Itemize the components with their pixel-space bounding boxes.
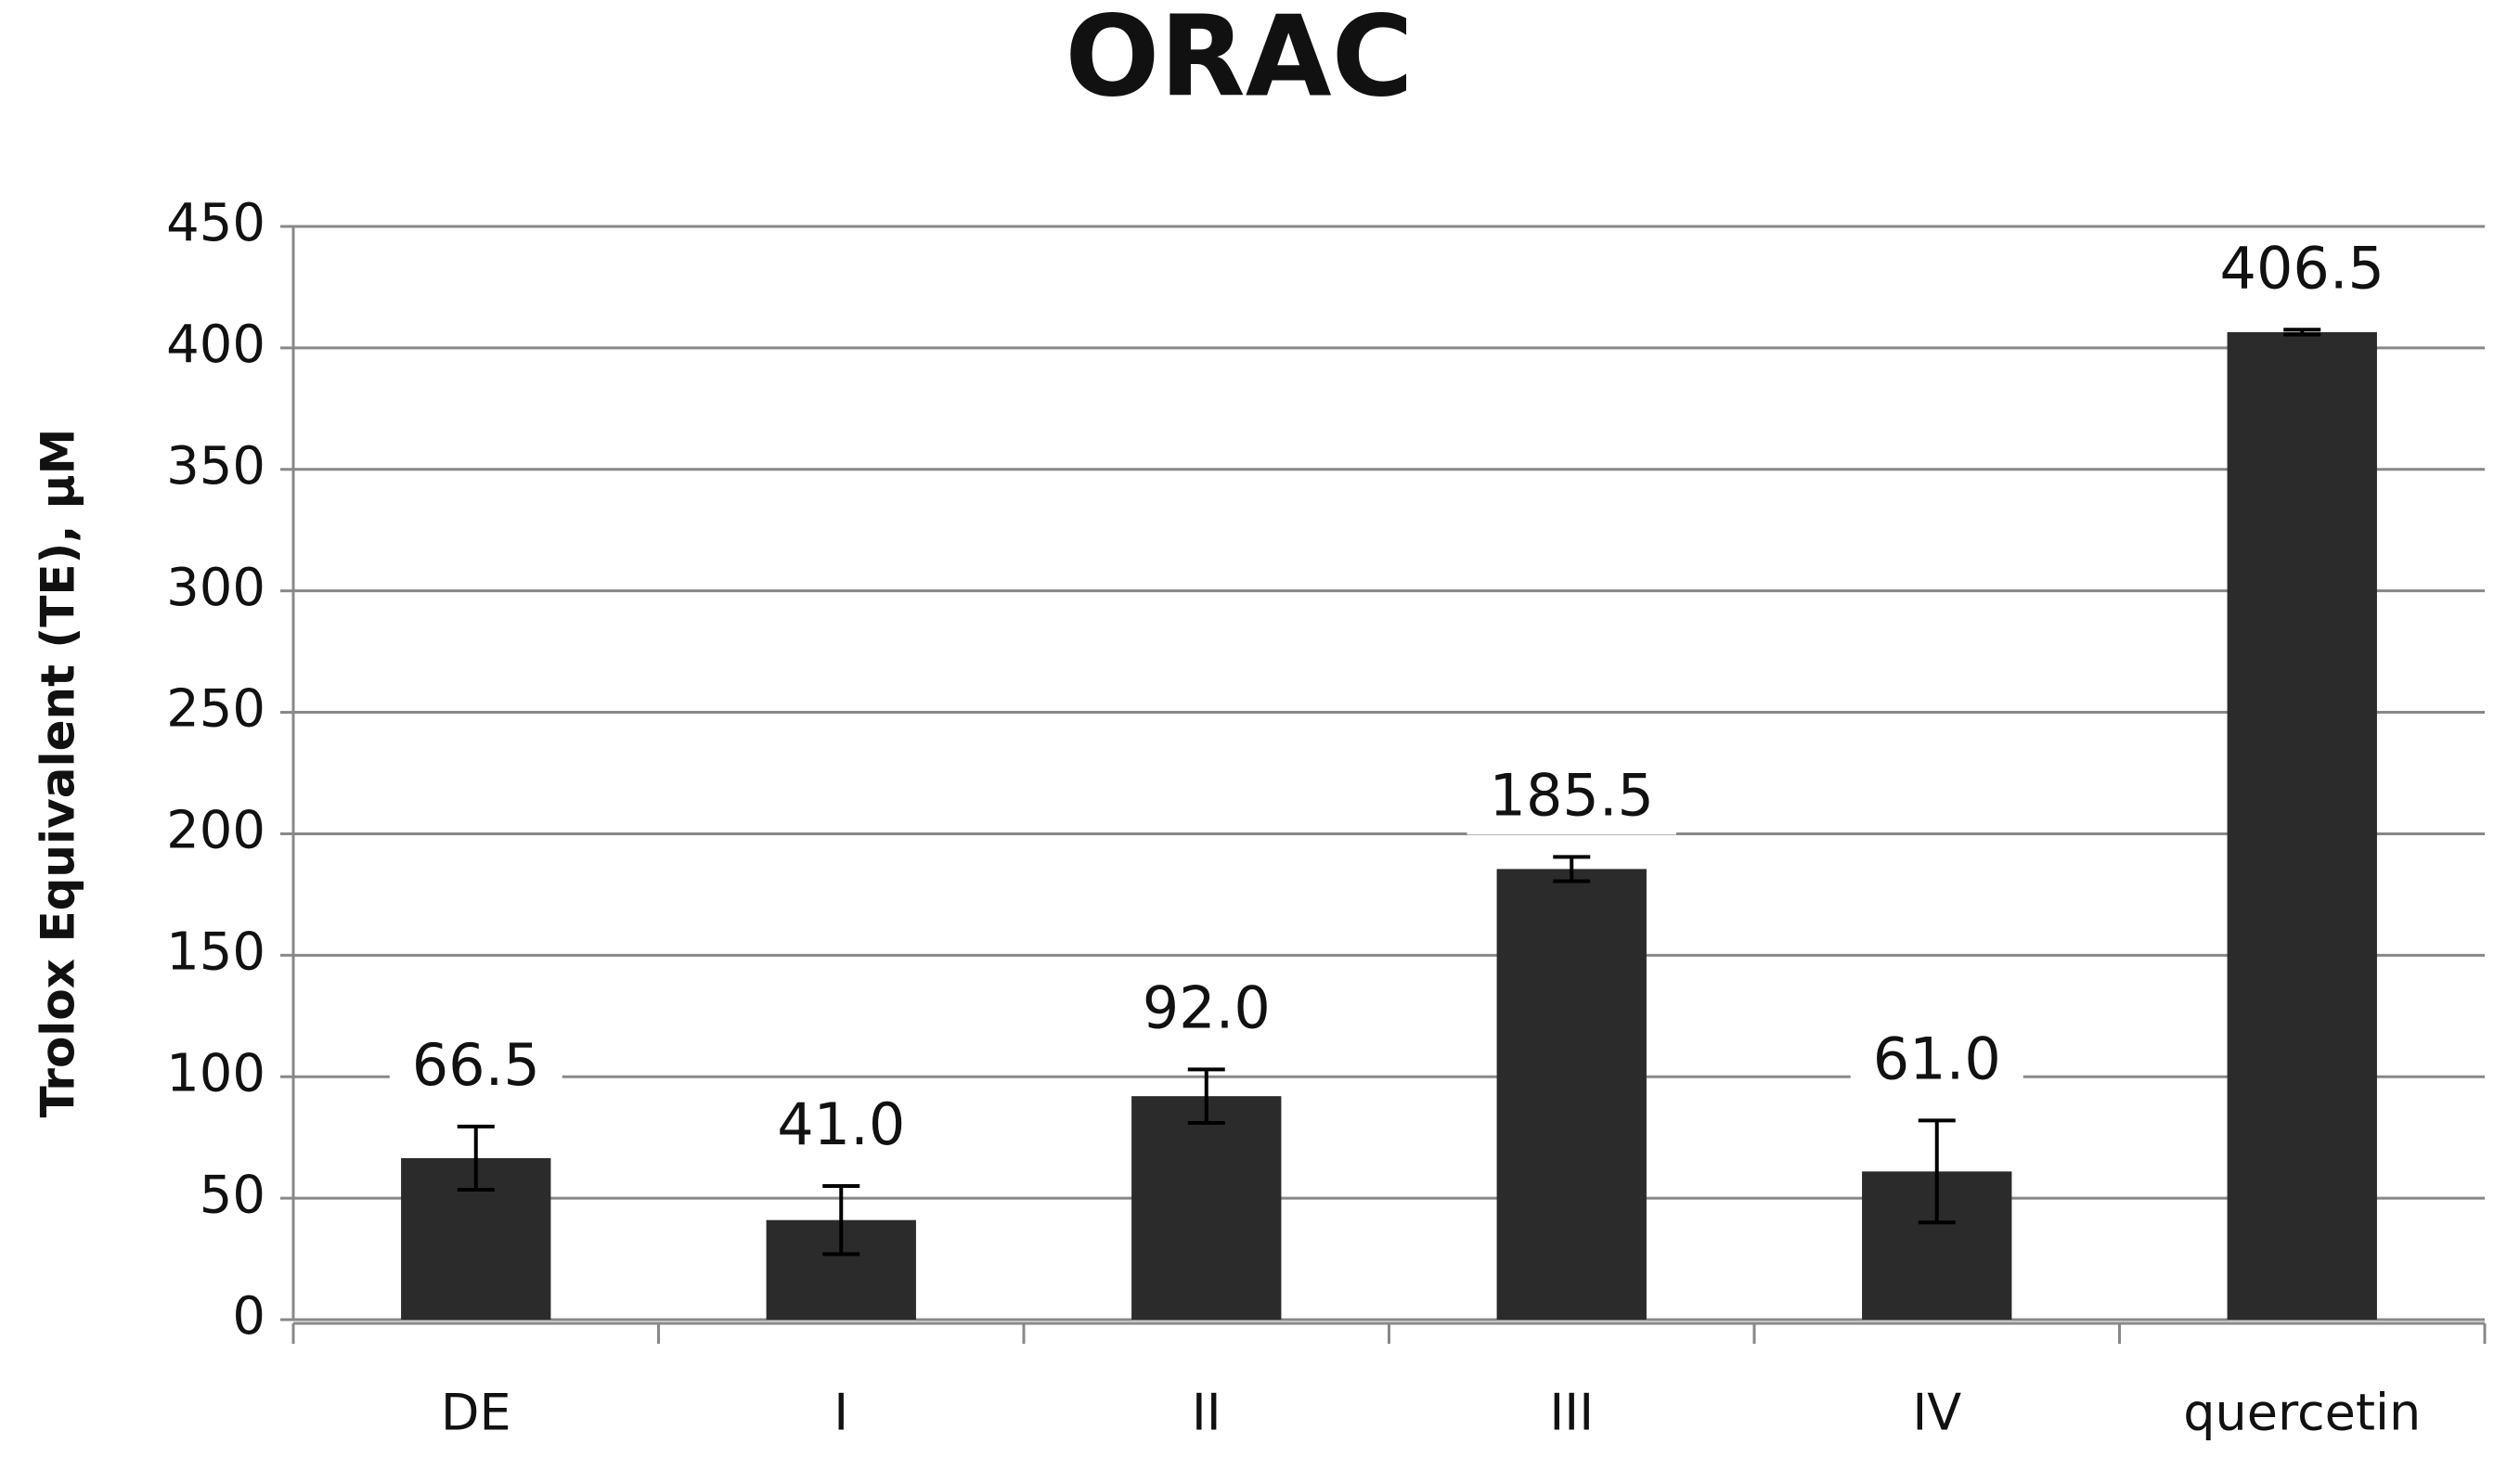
- y-tick-label: 300: [166, 558, 265, 618]
- value-label: 406.5: [2220, 234, 2385, 302]
- bar: [1131, 1096, 1282, 1320]
- x-tick-label: DE: [441, 1384, 511, 1442]
- value-label-background: [755, 1085, 928, 1165]
- x-tick-label: I: [834, 1384, 848, 1442]
- value-label: 185.5: [1490, 761, 1655, 829]
- value-label-background: [2197, 228, 2407, 308]
- bar: [1496, 869, 1647, 1320]
- y-tick-label: 50: [200, 1165, 265, 1225]
- y-tick-label: 250: [166, 679, 265, 740]
- value-label-background: [1467, 755, 1676, 835]
- bar: [2227, 331, 2377, 1321]
- y-tick-label: 400: [166, 315, 265, 375]
- value-label-background: [1850, 1019, 2023, 1099]
- value-label: 61.0: [1873, 1025, 2001, 1092]
- value-label: 41.0: [777, 1090, 905, 1158]
- error-bar: [1553, 855, 1591, 883]
- value-label-background: [1119, 968, 1293, 1048]
- value-label: 92.0: [1143, 974, 1271, 1041]
- y-tick-label: 0: [232, 1286, 265, 1347]
- y-tick-label: 350: [166, 436, 265, 496]
- y-tick-label: 200: [166, 801, 265, 861]
- error-bar: [1187, 1067, 1225, 1125]
- y-tick-label: 450: [166, 193, 265, 253]
- value-label-background: [389, 1025, 562, 1104]
- error-bar: [457, 1124, 495, 1192]
- error-bar: [822, 1184, 860, 1257]
- x-tick-label: IV: [1912, 1384, 1961, 1442]
- y-tick-label: 150: [166, 922, 265, 982]
- value-label: 66.5: [412, 1031, 540, 1099]
- x-tick-label: II: [1192, 1384, 1221, 1442]
- y-tick-label: 100: [166, 1043, 265, 1103]
- y-axis-label: Trolox Equivalent (TE), µM: [32, 429, 85, 1118]
- x-tick-label: III: [1549, 1384, 1594, 1442]
- error-bar: [1918, 1118, 1956, 1225]
- chart-title: ORAC: [1065, 0, 1413, 123]
- x-tick-label: quercetin: [2183, 1384, 2421, 1442]
- error-bar: [2283, 328, 2321, 337]
